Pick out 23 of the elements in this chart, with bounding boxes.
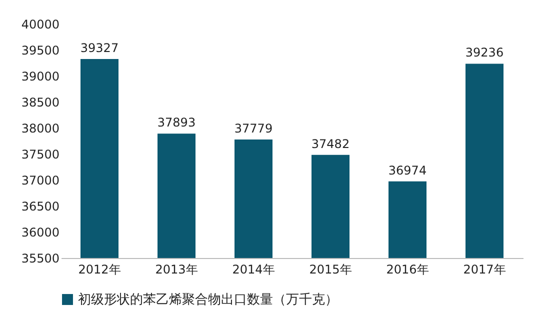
x-tick-label: 2013年 (155, 262, 198, 276)
y-tick-label: 40000 (21, 18, 60, 32)
y-tick-label: 38000 (21, 122, 60, 136)
y-tick-label: 36500 (21, 200, 60, 214)
y-tick-label: 37500 (21, 148, 60, 162)
x-tick-label: 2012年 (78, 262, 121, 276)
legend-label: 初级形状的苯乙烯聚合物出口数量（万千克） (78, 292, 338, 308)
x-tick-label: 2016年 (386, 262, 429, 276)
y-tick-label: 36000 (21, 226, 60, 240)
y-tick-label: 35500 (21, 252, 60, 266)
x-tick-label: 2015年 (309, 262, 352, 276)
data-label: 36974 (388, 163, 427, 178)
y-tick-label: 39500 (21, 44, 60, 58)
y-tick-label: 39000 (21, 70, 60, 84)
y-tick-label: 38500 (21, 96, 60, 110)
data-label: 37482 (311, 136, 350, 151)
x-tick-label: 2017年 (463, 262, 506, 276)
data-label: 37893 (157, 116, 196, 130)
data-label: 39327 (80, 40, 119, 55)
x-tick-label: 2014年 (232, 262, 275, 276)
data-label: 39236 (465, 46, 504, 60)
y-tick-label: 37000 (21, 174, 60, 188)
data-label: 37779 (234, 121, 273, 136)
